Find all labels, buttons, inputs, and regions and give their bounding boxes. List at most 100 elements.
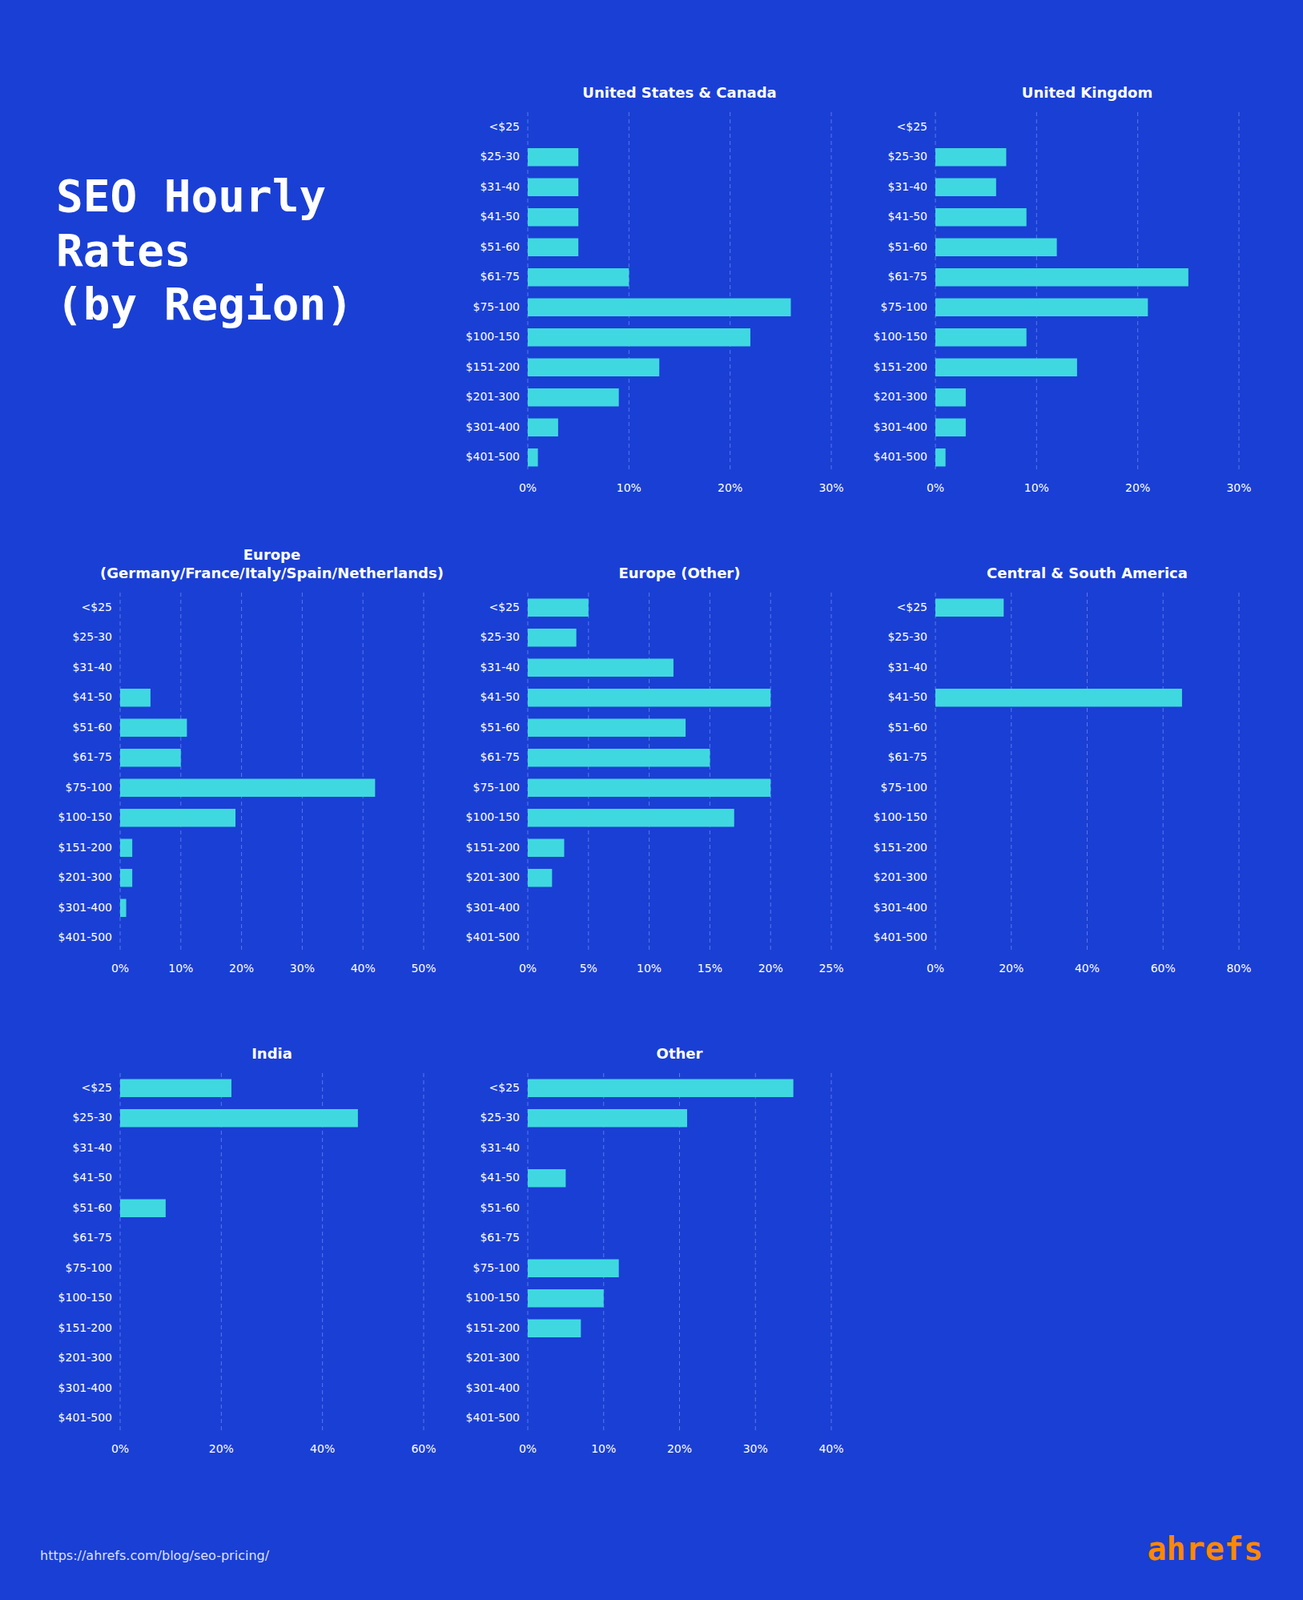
y-tick-label: $51-60 <box>72 720 113 734</box>
bar <box>527 1139 529 1159</box>
x-tick-label: 80% <box>1226 961 1251 975</box>
y-tick-label: $401-500 <box>58 1411 113 1424</box>
bar <box>935 839 937 858</box>
y-tick-label: $51-60 <box>479 1201 520 1215</box>
y-tick-label: $51-60 <box>479 720 520 734</box>
x-tick-label: 10% <box>636 961 662 975</box>
bar <box>527 1169 566 1188</box>
x-tick-label: 10% <box>168 961 194 975</box>
y-tick-label: $151-200 <box>58 840 113 854</box>
bar <box>120 1349 121 1368</box>
y-tick-label: $31-40 <box>72 660 113 674</box>
main-title-line: SEO Hourly <box>56 169 326 222</box>
chart-title: Europe (Other) <box>619 564 741 582</box>
y-tick-label: $401-500 <box>466 450 520 463</box>
grid-line <box>1162 592 1164 954</box>
y-tick-label: $401-500 <box>873 930 928 944</box>
bar <box>527 238 579 258</box>
bar <box>120 1079 232 1098</box>
grid-line <box>729 112 731 473</box>
grid-line <box>301 592 303 954</box>
y-tick-label: $100-150 <box>466 329 520 343</box>
bar <box>527 268 629 287</box>
bar <box>120 928 121 948</box>
bar <box>120 1169 121 1188</box>
y-tick-label: $61-75 <box>479 1230 520 1244</box>
y-tick-label: $151-200 <box>873 360 928 374</box>
chart-title: India <box>251 1045 293 1062</box>
y-tick-label: $151-200 <box>58 1321 113 1335</box>
bar <box>935 118 937 137</box>
bar <box>527 628 577 648</box>
chart: Other0%10%20%30%40%<$25$25-30$31-40$41-5… <box>466 1045 845 1456</box>
y-tick-label: <$25 <box>489 1081 520 1094</box>
bar <box>527 928 529 948</box>
bar <box>935 599 1004 618</box>
x-tick-label: 20% <box>667 1442 692 1456</box>
y-tick-label: $31-40 <box>479 660 520 674</box>
x-tick-label: 25% <box>818 961 844 975</box>
bar <box>120 808 236 828</box>
y-tick-label: $25-30 <box>887 149 928 163</box>
bar <box>120 1139 121 1159</box>
grid-line <box>587 592 589 954</box>
bar <box>527 599 589 618</box>
y-tick-label: <$25 <box>489 120 520 133</box>
y-tick-label: $151-200 <box>466 360 520 374</box>
x-tick-label: 30% <box>818 481 844 495</box>
bars <box>120 1079 358 1219</box>
bar <box>120 1109 358 1128</box>
grid-line <box>935 592 937 954</box>
chart-title-line: India <box>251 1045 293 1062</box>
y-tick-label: $401-500 <box>466 1411 520 1424</box>
x-tick-label: 40% <box>818 1442 844 1456</box>
bar <box>120 659 121 678</box>
y-tick-label: $201-300 <box>466 390 520 403</box>
y-tick-label: $100-150 <box>58 810 113 824</box>
x-tick-label: 30% <box>1226 481 1251 495</box>
y-tick-label: $301-400 <box>873 900 928 914</box>
chart: Europe (Other)0%5%10%15%20%25%<$25$25-30… <box>466 564 845 975</box>
chart-title-line: Europe (Other) <box>619 564 741 582</box>
bar <box>527 748 710 768</box>
x-tick-label: 10% <box>1024 481 1050 495</box>
chart-title-line: Other <box>656 1045 704 1062</box>
bar <box>935 388 966 407</box>
bar <box>935 208 1027 227</box>
grid-line <box>628 112 630 473</box>
grid-line <box>831 1073 833 1434</box>
bar <box>120 1259 121 1279</box>
y-tick-label: $301-400 <box>466 900 520 914</box>
x-tick-label: 0% <box>111 1442 129 1456</box>
x-tick-label: 0% <box>518 961 537 975</box>
x-tick-label: 20% <box>717 481 743 495</box>
y-tick-label: $31-40 <box>479 180 520 194</box>
grid-line <box>755 1073 757 1434</box>
bar <box>120 899 127 918</box>
chart: United States & Canada0%10%20%30%<$25$25… <box>466 84 845 495</box>
bar <box>527 659 674 678</box>
y-tick-label: $151-200 <box>873 840 928 854</box>
grid-line <box>362 592 364 954</box>
chart-title-line: Central & South America <box>986 564 1188 582</box>
bar <box>527 178 579 198</box>
y-tick-label: $41-50 <box>479 1170 520 1184</box>
chart-title: United Kingdom <box>1021 84 1153 101</box>
y-tick-label: $41-50 <box>479 209 520 223</box>
bar <box>527 1079 794 1098</box>
bar <box>527 719 686 738</box>
x-tick-label: 40% <box>309 1442 335 1456</box>
y-tick-label: $201-300 <box>873 870 928 884</box>
chart: United Kingdom0%10%20%30%<$25$25-30$31-4… <box>873 84 1252 495</box>
y-tick-label: $31-40 <box>887 180 928 194</box>
y-tick-label: $75-100 <box>473 300 521 314</box>
y-tick-label: $25-30 <box>72 630 113 644</box>
bar <box>120 1319 121 1339</box>
grid-line <box>1238 112 1240 473</box>
y-tick-label: $301-400 <box>873 420 928 434</box>
x-tick-label: 20% <box>998 961 1024 975</box>
y-tick-label: $100-150 <box>58 1290 113 1304</box>
bar <box>527 118 529 137</box>
bar <box>935 448 946 467</box>
x-tick-label: 0% <box>518 1442 537 1456</box>
